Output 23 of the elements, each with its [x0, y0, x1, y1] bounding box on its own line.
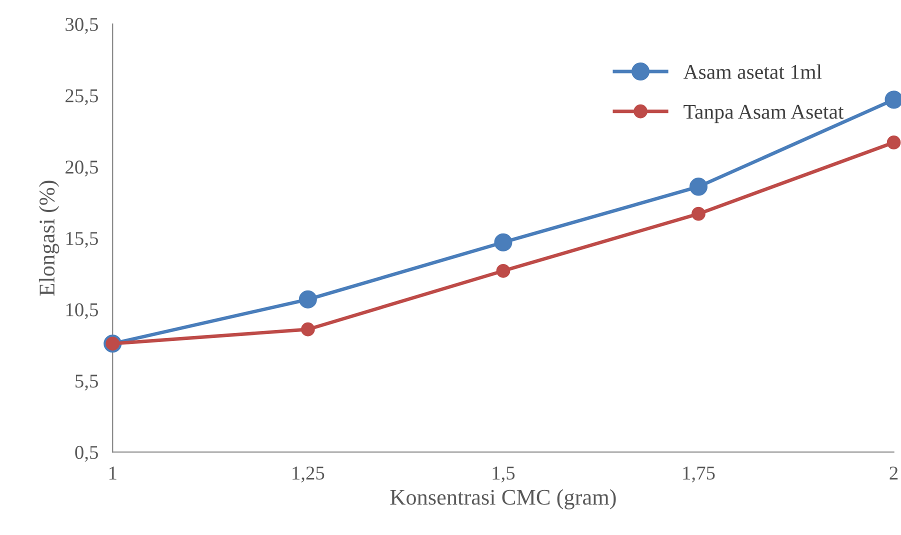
point	[496, 264, 510, 278]
y-tick-label: 5,5	[76, 374, 98, 390]
point	[298, 290, 317, 308]
y-tick-label: 30,5	[66, 18, 98, 34]
y-tick-label: 20,5	[66, 160, 98, 176]
x-tick-label: 1	[109, 466, 116, 480]
legend-label: Tanpa Asam Asetat	[684, 104, 844, 124]
legend-label: Asam asetat 1ml	[683, 64, 822, 80]
point	[692, 206, 706, 221]
point	[689, 178, 708, 196]
y-tick-label: 25,5	[66, 89, 98, 106]
y-axis-title: Elongasi (%)	[38, 180, 60, 296]
x-tick-label: 2	[890, 466, 898, 480]
x-axis-title: Konsentrasi CMC (gram)	[390, 489, 616, 510]
point	[300, 322, 315, 336]
x-tick-label: 1,25	[292, 466, 324, 482]
point	[494, 233, 512, 252]
x-tick-label: 1,75	[683, 466, 715, 482]
x-tick-label: 1,5	[492, 466, 515, 482]
point	[886, 136, 901, 150]
y-tick-label: 10,5	[66, 303, 98, 320]
y-tick-label: 0,5	[75, 446, 98, 462]
y-tick-label: 15,5	[66, 232, 98, 248]
